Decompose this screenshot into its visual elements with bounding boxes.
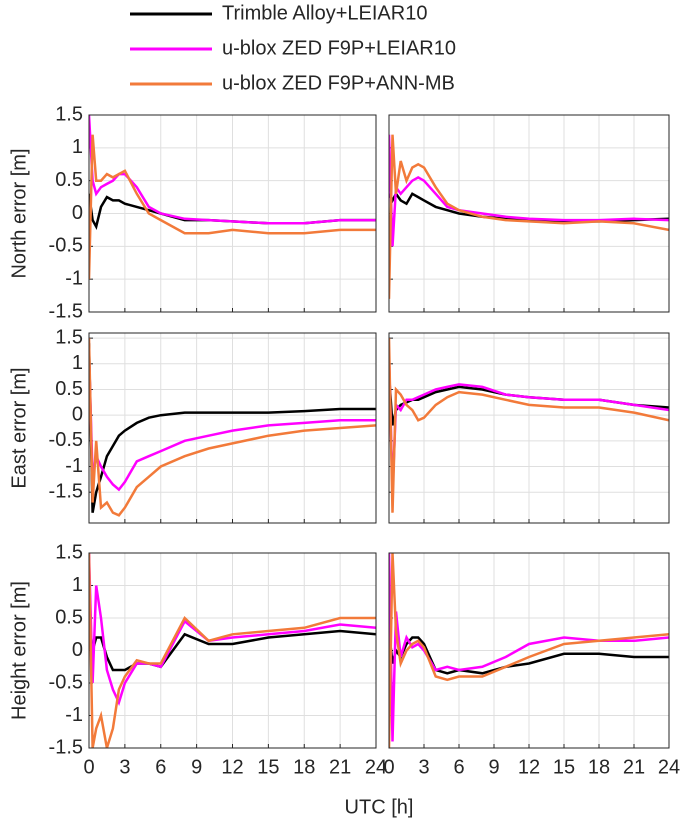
- data-line: [89, 553, 376, 748]
- axes-frame: [388, 332, 670, 524]
- axes-frame: [88, 552, 377, 749]
- y-tick-label: 0.5: [55, 606, 83, 628]
- legend-label: u-blox ZED F9P+LEIAR10: [222, 37, 456, 59]
- x-axis-label: UTC [h]: [345, 796, 414, 818]
- y-axis-label: North error [m]: [8, 148, 30, 278]
- series-group: [389, 134, 669, 299]
- y-tick-label: -0.5: [49, 429, 83, 451]
- x-tick-label: 21: [329, 756, 351, 778]
- y-tick-label: 0.5: [55, 169, 83, 191]
- x-tick-label: 6: [155, 756, 166, 778]
- y-tick-label: 0: [72, 639, 83, 661]
- data-line: [89, 115, 376, 225]
- axes-frame: [388, 114, 670, 313]
- series-group: [389, 553, 669, 748]
- x-tick-label: 18: [588, 756, 610, 778]
- x-tick-label: 24: [658, 756, 680, 778]
- y-tick-label: -1.5: [49, 480, 83, 502]
- x-tick-label: 15: [257, 756, 279, 778]
- y-axis-label: East error [m]: [8, 367, 30, 488]
- data-line: [89, 553, 376, 706]
- legend-label: u-blox ZED F9P+ANN-MB: [222, 72, 455, 94]
- y-tick-label: -0.5: [49, 671, 83, 693]
- x-tick-label: 3: [119, 756, 130, 778]
- y-tick-label: 1.5: [55, 103, 83, 125]
- series-group: [389, 338, 669, 513]
- x-tick-label: 21: [623, 756, 645, 778]
- y-tick-label: 0: [72, 202, 83, 224]
- data-line: [389, 134, 669, 299]
- data-line: [389, 553, 669, 748]
- y-tick-label: 1: [72, 352, 83, 374]
- legend-label: Trimble Alloy+LEIAR10: [222, 2, 427, 24]
- series-group: [89, 553, 376, 748]
- y-tick-label: -1: [65, 704, 83, 726]
- y-tick-label: -1: [65, 455, 83, 477]
- axes-frame: [388, 552, 670, 749]
- data-line: [89, 134, 376, 280]
- y-tick-label: -0.5: [49, 235, 83, 257]
- y-tick-label: 0.5: [55, 378, 83, 400]
- axes-frame: [88, 332, 377, 524]
- y-tick-label: -1.5: [49, 736, 83, 758]
- y-axis-label: Height error [m]: [8, 581, 30, 720]
- data-line: [389, 134, 669, 247]
- x-tick-label: 9: [191, 756, 202, 778]
- y-tick-label: -1.5: [49, 300, 83, 322]
- y-tick-label: 1.5: [55, 541, 83, 563]
- x-tick-label: 0: [383, 756, 394, 778]
- series-group: [89, 115, 376, 280]
- x-tick-label: 18: [293, 756, 315, 778]
- y-tick-label: 1.5: [55, 326, 83, 348]
- x-tick-label: 3: [418, 756, 429, 778]
- x-tick-label: 15: [553, 756, 575, 778]
- x-tick-label: 24: [365, 756, 387, 778]
- x-tick-label: 0: [83, 756, 94, 778]
- y-tick-label: -1: [65, 267, 83, 289]
- data-line: [389, 338, 669, 513]
- y-tick-label: 1: [72, 574, 83, 596]
- data-line: [89, 353, 376, 492]
- data-line: [389, 353, 669, 493]
- x-tick-label: 12: [518, 756, 540, 778]
- series-group: [89, 338, 376, 517]
- y-tick-label: 0: [72, 403, 83, 425]
- y-tick-label: 1: [72, 136, 83, 158]
- x-tick-label: 6: [453, 756, 464, 778]
- axes-frame: [88, 114, 377, 313]
- x-tick-label: 12: [221, 756, 243, 778]
- data-line: [89, 338, 376, 517]
- data-line: [389, 191, 669, 223]
- x-tick-label: 9: [488, 756, 499, 778]
